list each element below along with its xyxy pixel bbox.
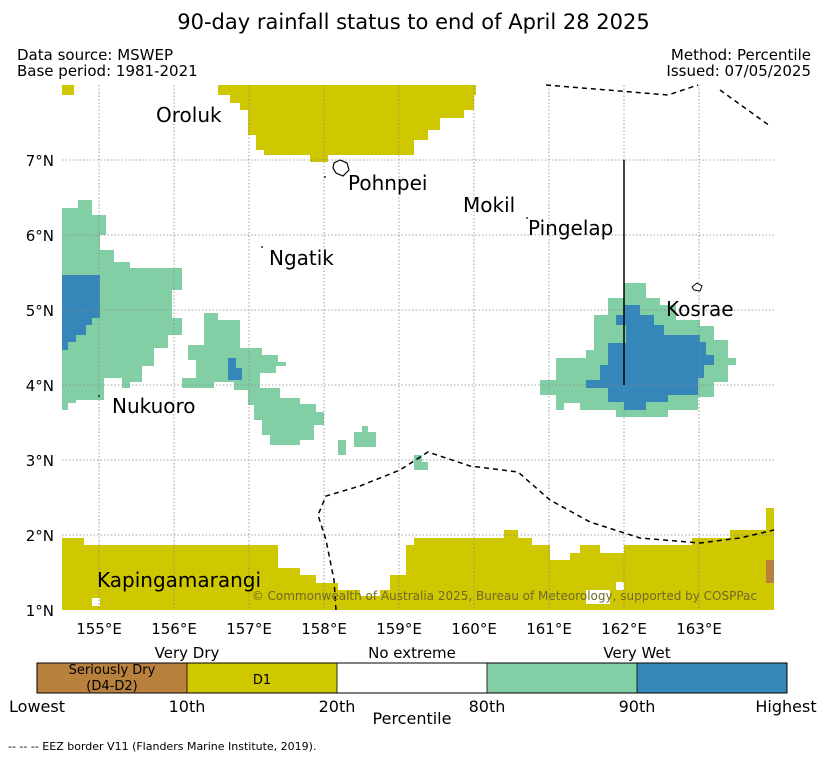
kosrae-island (691, 282, 703, 292)
legend-d1-label: D1 (253, 673, 271, 688)
issued-text: Issued: 07/05/2025 (666, 62, 811, 80)
legend-colorbar: Very Dry No extreme Very Wet Seriously D… (9, 644, 817, 728)
ngatik-atoll-dot (261, 246, 263, 248)
lon-label-158e: 158°E (301, 620, 347, 638)
lat-label-7n: 7°N (26, 152, 54, 170)
legend-seriously-dry-label: Seriously Dry (69, 663, 156, 678)
label-mokil: Mokil (463, 193, 515, 217)
nukuoro-atoll-dot (98, 395, 100, 397)
tick-20th: 20th (319, 697, 356, 716)
dry-region-south (62, 508, 774, 610)
lat-label-1n: 1°N (26, 602, 54, 620)
tick-90th: 90th (619, 697, 656, 716)
legend-swatch-d1 (187, 663, 337, 693)
base-period-text: Base period: 1981-2021 (17, 62, 198, 80)
lon-label-159e: 159°E (376, 620, 422, 638)
label-nukuoro: Nukuoro (112, 394, 196, 418)
wet-region-west (62, 200, 182, 410)
label-pohnpei: Pohnpei (348, 171, 428, 195)
lon-label-160e: 160°E (451, 620, 497, 638)
lat-label-3n: 3°N (26, 452, 54, 470)
label-kosrae: Kosrae (666, 297, 734, 321)
wet-region-central (182, 313, 324, 445)
wet-patch-south (338, 426, 428, 470)
dry-region-north (62, 85, 476, 162)
label-oroluk: Oroluk (156, 103, 222, 127)
pingelap-atoll-dot (526, 217, 528, 219)
tick-80th: 80th (469, 697, 506, 716)
eez-footnote: -- -- -- EEZ border V11 (Flanders Marine… (8, 740, 316, 753)
eez-border (317, 84, 775, 611)
lat-label-2n: 2°N (26, 527, 54, 545)
label-kapingamarangi: Kapingamarangi (97, 568, 261, 592)
label-ngatik: Ngatik (269, 246, 334, 270)
lat-label-5n: 5°N (26, 302, 54, 320)
tick-lowest: Lowest (9, 697, 65, 716)
legend-swatch-seriously-dry (37, 663, 187, 693)
tick-10th: 10th (169, 697, 206, 716)
legend-swatch-no-extreme (337, 663, 487, 693)
highest-region-west (62, 275, 100, 350)
legend-header-very-dry: Very Dry (155, 644, 220, 662)
lon-label-163e: 163°E (676, 620, 722, 638)
legend-seriously-dry-sub: (D4-D2) (86, 679, 137, 694)
seriously-dry-patch (766, 560, 774, 583)
label-pingelap: Pingelap (528, 216, 613, 240)
pohnpei-island (332, 159, 350, 177)
map-title: 90-day rainfall status to end of April 2… (177, 10, 650, 34)
legend-axis-label: Percentile (373, 709, 452, 728)
lon-label-162e: 162°E (601, 620, 647, 638)
graticule (62, 85, 774, 610)
lon-label-157e: 157°E (226, 620, 272, 638)
copyright-text: © Commonwealth of Australia 2025, Bureau… (252, 589, 757, 603)
lat-label-6n: 6°N (26, 227, 54, 245)
highest-region-east (586, 305, 714, 410)
legend-header-no-extreme: No extreme (368, 644, 456, 662)
lon-label-156e: 156°E (151, 620, 197, 638)
legend-swatch-highest (637, 663, 787, 693)
rainfall-field (62, 85, 774, 610)
lon-label-161e: 161°E (526, 620, 572, 638)
lat-label-4n: 4°N (26, 377, 54, 395)
ant-atoll-dot (324, 176, 326, 178)
method-text: Method: Percentile (670, 46, 811, 64)
highest-region-central (228, 358, 242, 380)
legend-swatch-very-wet (487, 663, 637, 693)
legend-header-very-wet: Very Wet (603, 644, 670, 662)
tick-highest: Highest (755, 697, 816, 716)
data-source-text: Data source: MSWEP (17, 46, 174, 64)
lon-label-155e: 155°E (76, 620, 122, 638)
